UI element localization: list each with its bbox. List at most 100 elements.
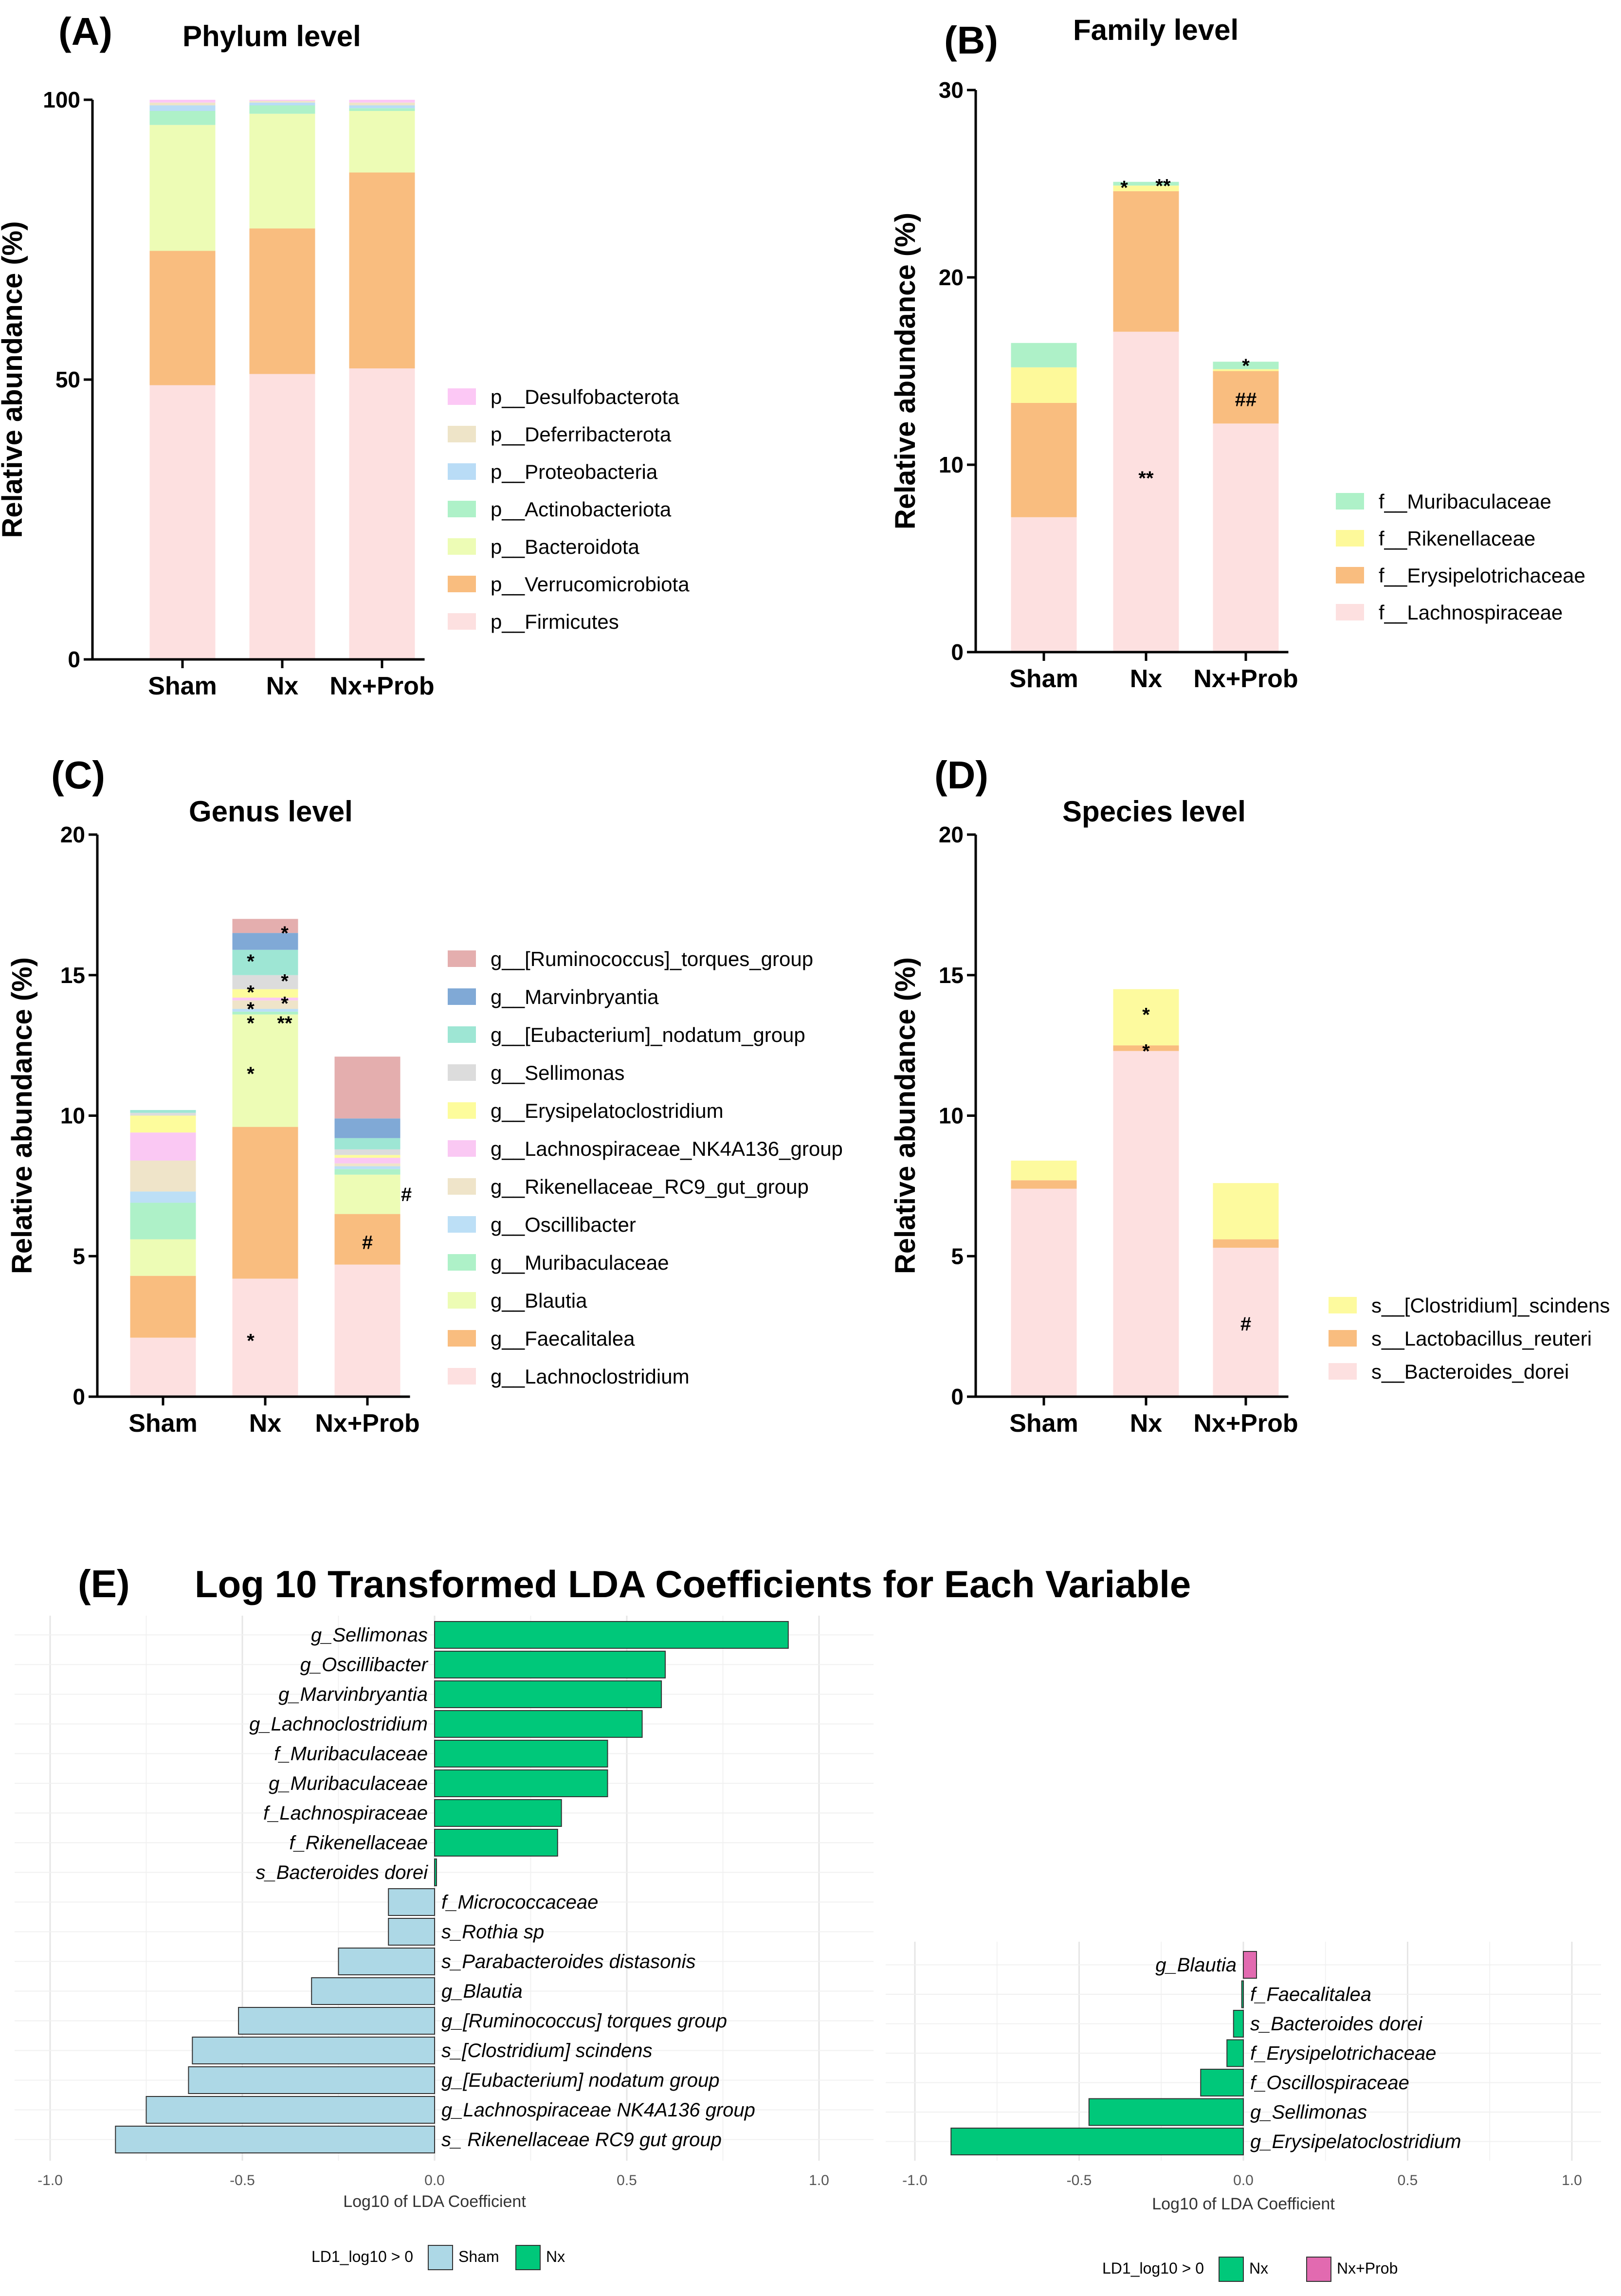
legend-label-p-bacteroidota: p__Bacteroidota xyxy=(491,535,640,558)
lda-bar-g-sellimonas xyxy=(1088,2098,1244,2126)
significance-mark: # xyxy=(401,1184,412,1205)
bar-segment-p-bacteroidota-nx xyxy=(249,113,315,229)
bar-segment-p-verrucomicrobiota-sham xyxy=(149,251,216,385)
significance-mark: * xyxy=(1120,177,1128,199)
legend-swatch-f-rikenellaceae xyxy=(1336,530,1364,547)
x-tick-label: 0.5 xyxy=(1398,2172,1418,2188)
lda-bar-g-ruminococcus-torques-group xyxy=(238,2007,435,2035)
bar-segment-p-actinobacteriota-sham xyxy=(149,111,216,125)
x-tick-label-nx-prob: Nx+Prob xyxy=(315,1409,419,1438)
bar-segment-g-muribaculaceae-nx xyxy=(232,1011,298,1015)
significance-mark: * xyxy=(281,923,289,944)
legend-swatch-f-muribaculaceae xyxy=(1336,493,1364,510)
bar-segment-g-eubacterium-nodatum-group-nx xyxy=(232,949,298,975)
significance-mark: * xyxy=(247,1330,255,1352)
panel-b-label: (B) xyxy=(944,18,998,62)
bar-segment-f-lachnospiraceae-sham xyxy=(1011,517,1077,652)
legend-swatch-g-faecalitalea xyxy=(448,1330,476,1347)
lda-bar-g-blautia xyxy=(1243,1951,1257,1979)
y-tick-label: 100 xyxy=(43,87,80,112)
lda-bar-g-oscillibacter xyxy=(434,1651,666,1678)
bar-segment-g-lachnoclostridium-sham xyxy=(130,1337,196,1397)
bar-segment-g-faecalitalea-sham xyxy=(130,1276,196,1338)
legend-swatch-g-sellimonas xyxy=(448,1064,476,1081)
lda-bar-label-f-micrococcaceae: f_Micrococcaceae xyxy=(441,1892,598,1913)
lda-bar-label-g-ruminococcus-torques-group: g_[Ruminococcus] torques group xyxy=(441,2010,727,2032)
y-tick-label: 0 xyxy=(68,647,80,672)
significance-mark: ** xyxy=(1138,468,1154,489)
legend-label-g-lachnospiraceae-nk4a136-group: g__Lachnospiraceae_NK4A136_group xyxy=(491,1137,843,1160)
bar-segment-p-firmicutes-nx-prob xyxy=(349,368,415,659)
y-tick-label: 0 xyxy=(951,639,964,665)
lda-bar-f-erysipelotrichaceae xyxy=(1226,2039,1244,2067)
lda-bar-f-micrococcaceae xyxy=(388,1888,436,1916)
lda-bar-f-oscillospiraceae xyxy=(1200,2069,1244,2096)
bar-segment-g-sellimonas-sham xyxy=(130,1112,196,1116)
bar-segment-g-blautia-sham xyxy=(130,1239,196,1276)
legend-swatch-g-muribaculaceae xyxy=(448,1254,476,1271)
legend-label-p-firmicutes: p__Firmicutes xyxy=(491,610,619,633)
bar-segment-p-bacteroidota-nx-prob xyxy=(349,111,415,173)
bar-segment-p-verrucomicrobiota-nx xyxy=(249,228,315,374)
bar-segment-s-lactobacillus-reuteri-sham xyxy=(1011,1180,1077,1189)
bar-segment-p-firmicutes-nx xyxy=(249,374,315,659)
bar-segment-p-desulfobacterota-sham xyxy=(149,100,216,103)
bar-segment-f-rikenellaceae-sham xyxy=(1011,367,1077,403)
lda-bar-s-rikenellaceae-rc9-gut-group xyxy=(115,2126,436,2153)
legend-swatch-s-bacteroides-dorei xyxy=(1329,1363,1357,1380)
bar-segment-s-bacteroides-dorei-sham xyxy=(1011,1188,1077,1397)
legend-swatch-g-blautia xyxy=(448,1292,476,1309)
bar-segment-p-proteobacteria-nx-prob xyxy=(349,105,415,109)
bar-segment-p-desulfobacterota-nx-prob xyxy=(349,100,415,103)
panel-a-label: (A) xyxy=(58,10,112,53)
lda-bar-g-eubacterium-nodatum-group xyxy=(188,2066,435,2094)
lda-bar-label-g-lachnospiraceae-nk4a136-group: g_Lachnospiraceae NK4A136 group xyxy=(441,2099,755,2121)
legend-swatch-p-bacteroidota xyxy=(448,538,476,555)
legend-label-p-verrucomicrobiota: p__Verrucomicrobiota xyxy=(491,573,690,596)
lda-bar-label-g-sellimonas: g_Sellimonas xyxy=(1250,2102,1367,2123)
legend-swatch-p-verrucomicrobiota xyxy=(448,576,476,592)
x-tick-label-sham: Sham xyxy=(1009,1409,1078,1438)
bar-segment-g-blautia-nx-prob xyxy=(334,1174,401,1214)
lda-bar-label-s-rothia-sp: s_Rothia sp xyxy=(441,1921,544,1943)
y-tick-label: 5 xyxy=(951,1243,964,1269)
chart-genus: Sham Nx Nx+Prob 0 5 10 15 20 Relative abundance … xyxy=(6,822,843,1438)
bar-segment-f-muribaculaceae-nx-prob xyxy=(1213,362,1279,369)
y-tick-label: 10 xyxy=(939,452,964,477)
y-tick-label: 0 xyxy=(951,1384,964,1409)
significance-mark: ** xyxy=(1155,175,1171,197)
significance-mark: * xyxy=(281,970,289,992)
legend-label-g-erysipelatoclostridium: g__Erysipelatoclostridium xyxy=(491,1099,724,1122)
bar-segment-f-rikenellaceae-nx-prob xyxy=(1213,369,1279,371)
lda-bar-g-blautia xyxy=(311,1977,436,2005)
x-tick-label: 0.5 xyxy=(617,2172,637,2188)
significance-mark: * xyxy=(1242,355,1250,377)
x-tick-label-sham: Sham xyxy=(148,672,217,700)
bar-segment-g-sellimonas-nx xyxy=(232,975,298,989)
legend-label-g-lachnoclostridium: g__Lachnoclostridium xyxy=(491,1365,690,1388)
legend-label-g-faecalitalea: g__Faecalitalea xyxy=(491,1327,635,1350)
legend-title: LD1_log10 > 0 xyxy=(311,2248,413,2265)
lda-bar-label-f-oscillospiraceae: f_Oscillospiraceae xyxy=(1250,2072,1409,2094)
bar-segment-p-proteobacteria-nx xyxy=(249,102,315,106)
panel-e-label: (E) xyxy=(78,1562,130,1605)
x-tick-label: 1.0 xyxy=(809,2172,829,2188)
x-tick-label: -1.0 xyxy=(902,2172,928,2188)
x-tick-label-sham: Sham xyxy=(1009,665,1078,693)
y-axis-title: Relative abundance (%) xyxy=(890,213,921,529)
legend-label-f-lachnospiraceae: f__Lachnospiraceae xyxy=(1379,601,1563,624)
bar-segment-g-lachnoclostridium-nx-prob xyxy=(334,1264,401,1397)
y-tick-label: 10 xyxy=(939,1103,964,1129)
legend-label-g-eubacterium-nodatum-group: g__[Eubacterium]_nodatum_group xyxy=(491,1023,805,1046)
lda-bar-g-lachnospiraceae-nk4a136-group xyxy=(146,2096,435,2124)
legend-swatch-p-deferribacterota xyxy=(448,426,476,442)
legend-label-s-lactobacillus-reuteri: s__Lactobacillus_reuteri xyxy=(1371,1327,1592,1350)
bar-segment-g-erysipelatoclostridium-nx-prob xyxy=(334,1155,401,1158)
lda-bar-g-erysipelatoclostridium xyxy=(950,2128,1244,2155)
bar-segment-g-sellimonas-nx-prob xyxy=(334,1149,401,1155)
legend-swatch-g-ruminococcus-torques-group xyxy=(448,950,476,967)
legend-title: LD1_log10 > 0 xyxy=(1102,2260,1204,2277)
x-tick-label-nx: Nx xyxy=(1130,1409,1163,1438)
bar-segment-f-rikenellaceae-nx xyxy=(1113,185,1179,191)
legend-label-g-oscillibacter: g__Oscillibacter xyxy=(491,1213,636,1236)
